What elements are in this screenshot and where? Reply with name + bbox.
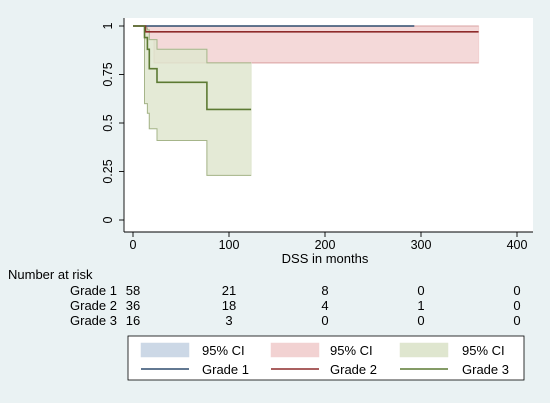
risk-value: 0 [513,298,520,313]
x-axis-title: DSS in months [282,251,369,266]
legend-ci-swatch-2 [270,342,320,358]
ci-lower-edge-3 [133,25,252,176]
risk-row-label: Grade 2 [70,298,117,313]
y-tick-label: 0 [101,216,115,223]
legend-series-label: Grade 3 [462,362,509,377]
risk-value: 0 [513,313,520,328]
x-tick-label: 0 [130,238,137,252]
risk-value: 0 [417,313,424,328]
risk-row-label: Grade 3 [70,313,117,328]
risk-value: 8 [321,283,328,298]
risk-value: 21 [222,283,236,298]
risk-table-title: Number at risk [8,267,93,282]
risk-value: 18 [222,298,236,313]
x-tick-label: 400 [507,238,528,252]
risk-value: 0 [417,283,424,298]
risk-value: 4 [321,298,328,313]
y-tick-label: 0.25 [101,159,115,183]
x-tick-label: 200 [315,238,336,252]
legend-ci-label: 95% CI [202,343,245,358]
legend: 95% CI Grade 1 95% CI Grade 2 95% CI Grade 3 [127,335,525,381]
y-tick-label: 0.5 [101,114,115,131]
survival-line-3 [133,25,252,111]
risk-value: 1 [417,298,424,313]
legend-ci-label: 95% CI [462,343,505,358]
risk-value: 0 [321,313,328,328]
legend-series-label: Grade 2 [330,362,377,377]
legend-ci-swatch-3 [399,342,449,358]
y-tick-label: 1 [101,22,115,29]
legend-frame [127,335,525,381]
risk-value: 3 [225,313,232,328]
legend-ci-swatch-1 [140,342,190,358]
legend-series-label: Grade 1 [202,362,249,377]
risk-value: 0 [513,283,520,298]
x-tick-label: 300 [411,238,432,252]
survival-curves [133,25,479,111]
x-tick-label: 100 [219,238,240,252]
risk-row-label: Grade 1 [70,283,117,298]
risk-value: 16 [126,313,140,328]
risk-value: 36 [126,298,140,313]
y-tick-label: 0.75 [101,62,115,86]
legend-ci-label: 95% CI [330,343,373,358]
risk-value: 58 [126,283,140,298]
axes: 0 0.25 0.5 0.75 1 0 100 200 300 400 [101,18,533,252]
